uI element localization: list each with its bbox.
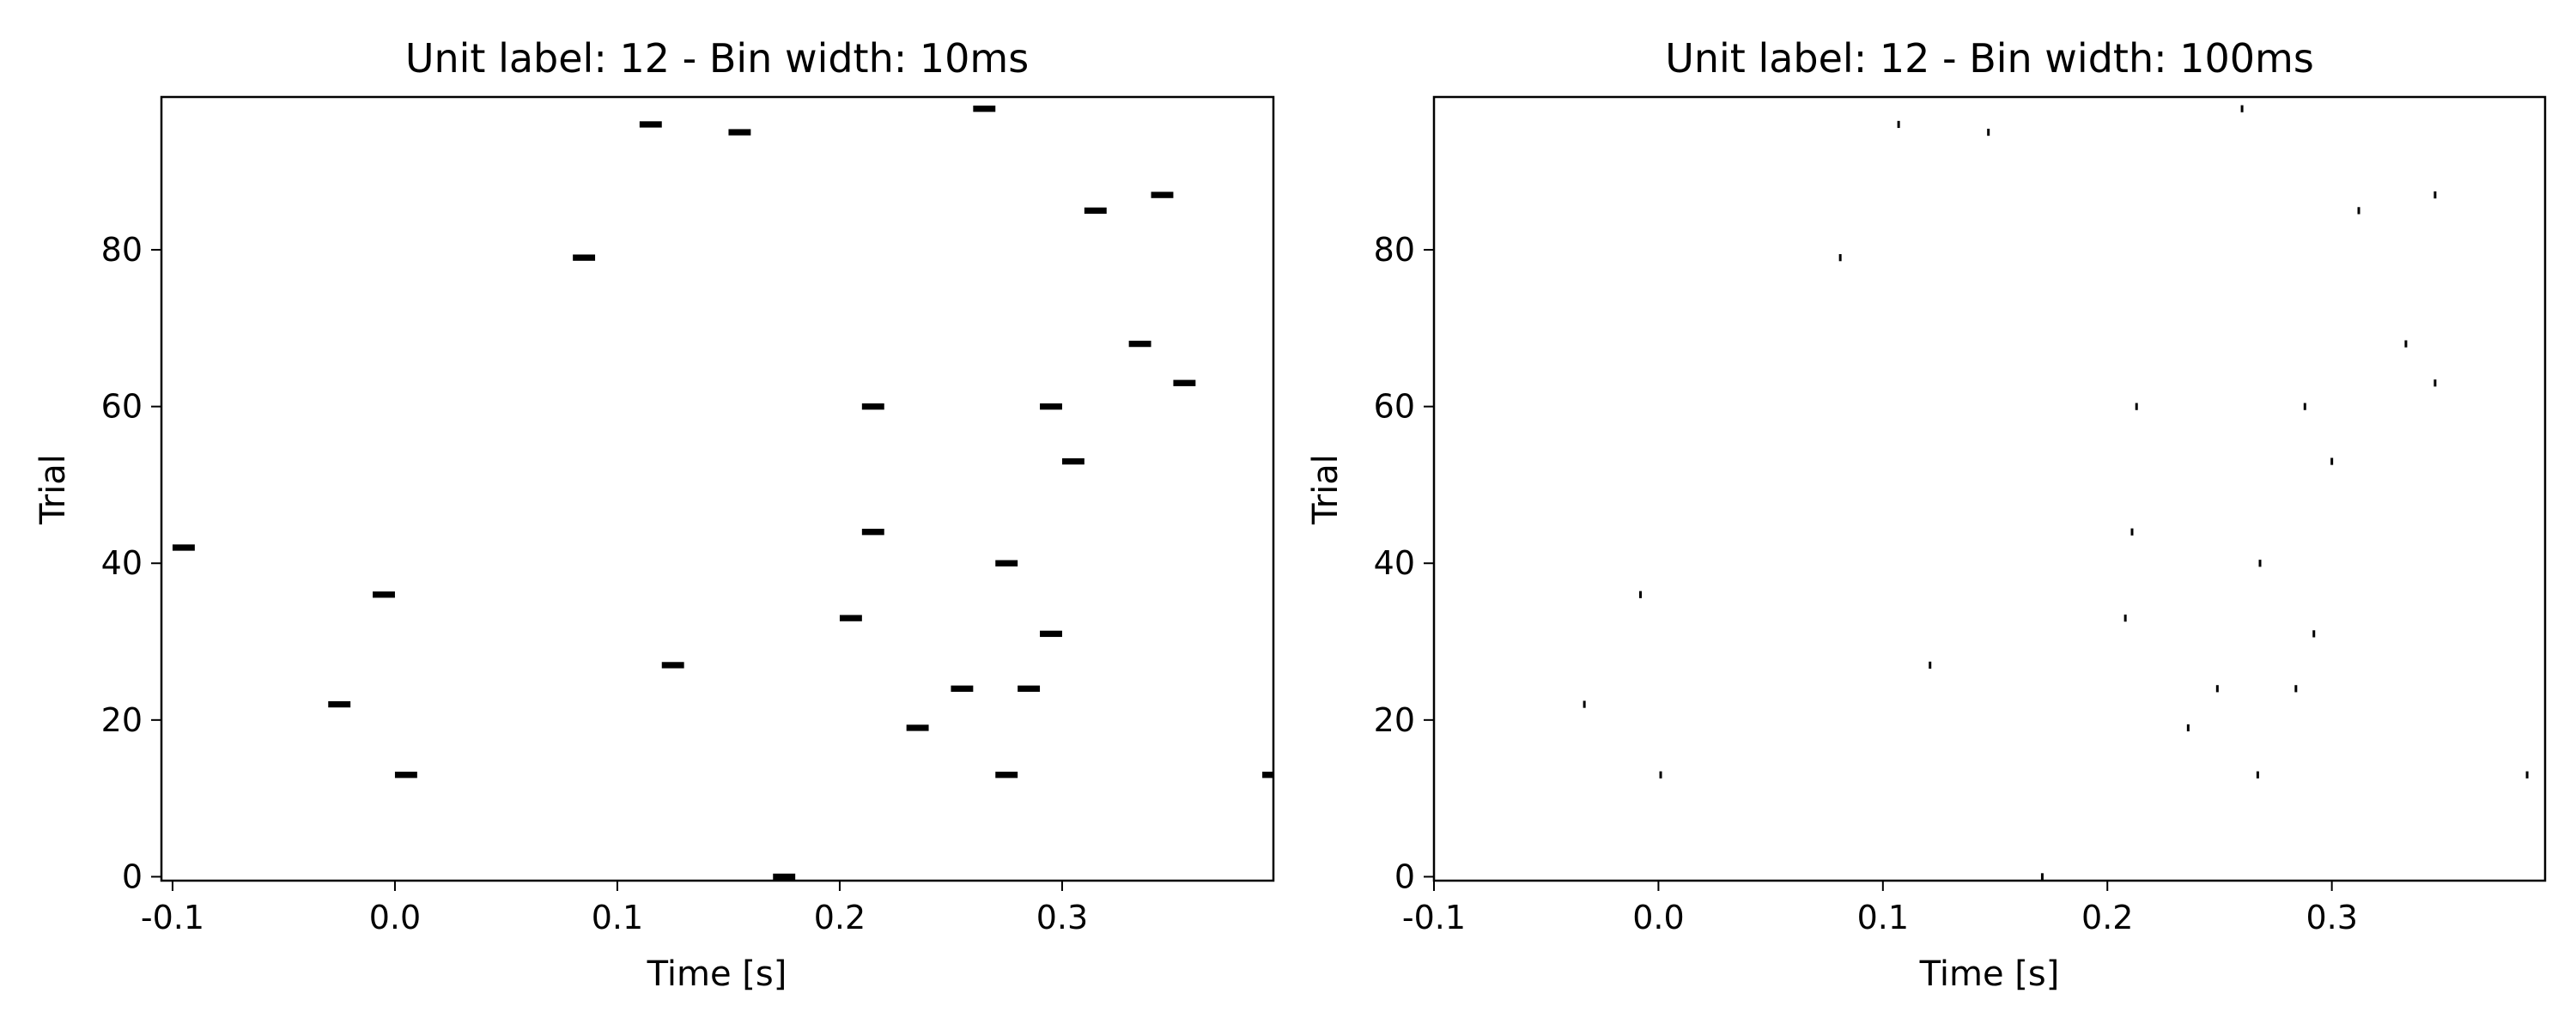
spike-bin — [773, 873, 796, 881]
spike-tick — [2303, 403, 2306, 410]
y-tick-label: 80 — [101, 231, 143, 269]
spike-bin — [328, 700, 351, 708]
spike-bin — [1128, 340, 1151, 348]
spike-bin — [1084, 207, 1107, 215]
spike-bin — [906, 724, 929, 731]
y-tick-label: 0 — [122, 857, 143, 895]
spike-tick — [1639, 591, 1643, 598]
spike-tick — [2294, 685, 2298, 693]
spike-bin — [1061, 457, 1084, 465]
x-axis-label: Time [s] — [647, 954, 787, 994]
spike-tick — [2312, 630, 2316, 638]
plot-area-frame — [1432, 95, 2547, 882]
y-axis-label: Trial — [33, 454, 73, 525]
spike-bin — [172, 544, 195, 551]
y-tick-label: 20 — [101, 701, 143, 739]
x-tick-label: 0.3 — [1036, 899, 1088, 936]
spike-bin — [861, 403, 884, 410]
raster-panel-left: Unit label: 12 - Bin width: 10ms Trial T… — [33, 35, 1275, 994]
x-tick-label: 0.1 — [592, 899, 643, 936]
x-tick-label: -0.1 — [141, 899, 204, 936]
spike-bin — [661, 662, 684, 669]
y-tick-label: 80 — [1374, 231, 1415, 269]
y-tick-label: 40 — [101, 544, 143, 582]
spike-bin — [1262, 772, 1273, 779]
spike-tick — [1987, 128, 1990, 136]
spike-bin — [1040, 403, 1062, 410]
spike-bin — [1151, 191, 1174, 198]
y-tick-label: 20 — [1374, 701, 1415, 739]
raster-panel-right: Unit label: 12 - Bin width: 100ms Trial … — [1306, 35, 2547, 994]
spike-bin — [728, 129, 751, 136]
spike-bin — [1040, 630, 1062, 638]
spike-tick — [2186, 724, 2190, 732]
spike-tick — [1929, 661, 1932, 670]
y-tick-label: 60 — [1374, 388, 1415, 426]
spike-tick — [2330, 457, 2334, 465]
spike-tick — [2433, 191, 2437, 199]
spike-bin — [973, 106, 996, 112]
spike-tick — [2258, 560, 2262, 567]
spike-tick — [2123, 615, 2127, 622]
x-tick-label: 0.0 — [1632, 899, 1684, 936]
spike-bin — [573, 254, 596, 261]
y-tick-label: 40 — [1374, 544, 1415, 582]
spike-bin — [839, 615, 862, 621]
spike-bin — [1018, 685, 1041, 692]
spike-tick — [2256, 771, 2259, 779]
spike-bin — [995, 772, 1018, 779]
spike-tick — [1659, 771, 1662, 779]
spike-tick — [1897, 120, 1900, 129]
spike-bin — [995, 560, 1018, 566]
spike-tick — [2525, 771, 2529, 779]
y-tick-label: 0 — [1394, 857, 1415, 895]
plot-area-frame — [160, 95, 1275, 882]
spike-bin — [951, 685, 974, 692]
y-axis-label: Trial — [1306, 454, 1346, 525]
x-tick-label: 0.2 — [2081, 899, 2133, 936]
spike-bin — [394, 772, 417, 779]
spike-marks — [172, 106, 1273, 881]
spike-tick — [2135, 403, 2138, 410]
axis-ticks: -0.1 0.0 0.1 0.2 0.3 0 20 40 60 80 — [1374, 231, 2358, 936]
axis-ticks: -0.1 0.0 0.1 0.2 0.3 0 20 40 60 80 — [101, 231, 1089, 936]
x-tick-label: 0.2 — [814, 899, 866, 936]
spike-tick — [2040, 873, 2044, 881]
spike-bin — [861, 529, 884, 536]
spike-tick — [1583, 700, 1586, 708]
x-tick-label: -0.1 — [1402, 899, 1466, 936]
spike-tick — [2404, 340, 2408, 348]
spike-tick — [2130, 528, 2134, 536]
y-tick-label: 60 — [101, 388, 143, 426]
spike-tick — [2215, 685, 2219, 693]
chart-title: Unit label: 12 - Bin width: 10ms — [405, 35, 1029, 82]
spike-tick — [2240, 105, 2244, 112]
spike-bin — [373, 591, 395, 598]
chart-title: Unit label: 12 - Bin width: 100ms — [1665, 35, 2314, 82]
spike-bin — [1173, 379, 1196, 386]
spike-tick — [1838, 254, 1842, 262]
spike-bin — [639, 121, 662, 128]
x-tick-label: 0.3 — [2306, 899, 2357, 936]
x-axis-label: Time [s] — [1919, 954, 2060, 994]
spike-marks — [1583, 105, 2529, 881]
spike-tick — [2433, 379, 2437, 387]
x-tick-label: 0.0 — [369, 899, 421, 936]
x-tick-label: 0.1 — [1857, 899, 1909, 936]
spike-tick — [2357, 207, 2360, 215]
